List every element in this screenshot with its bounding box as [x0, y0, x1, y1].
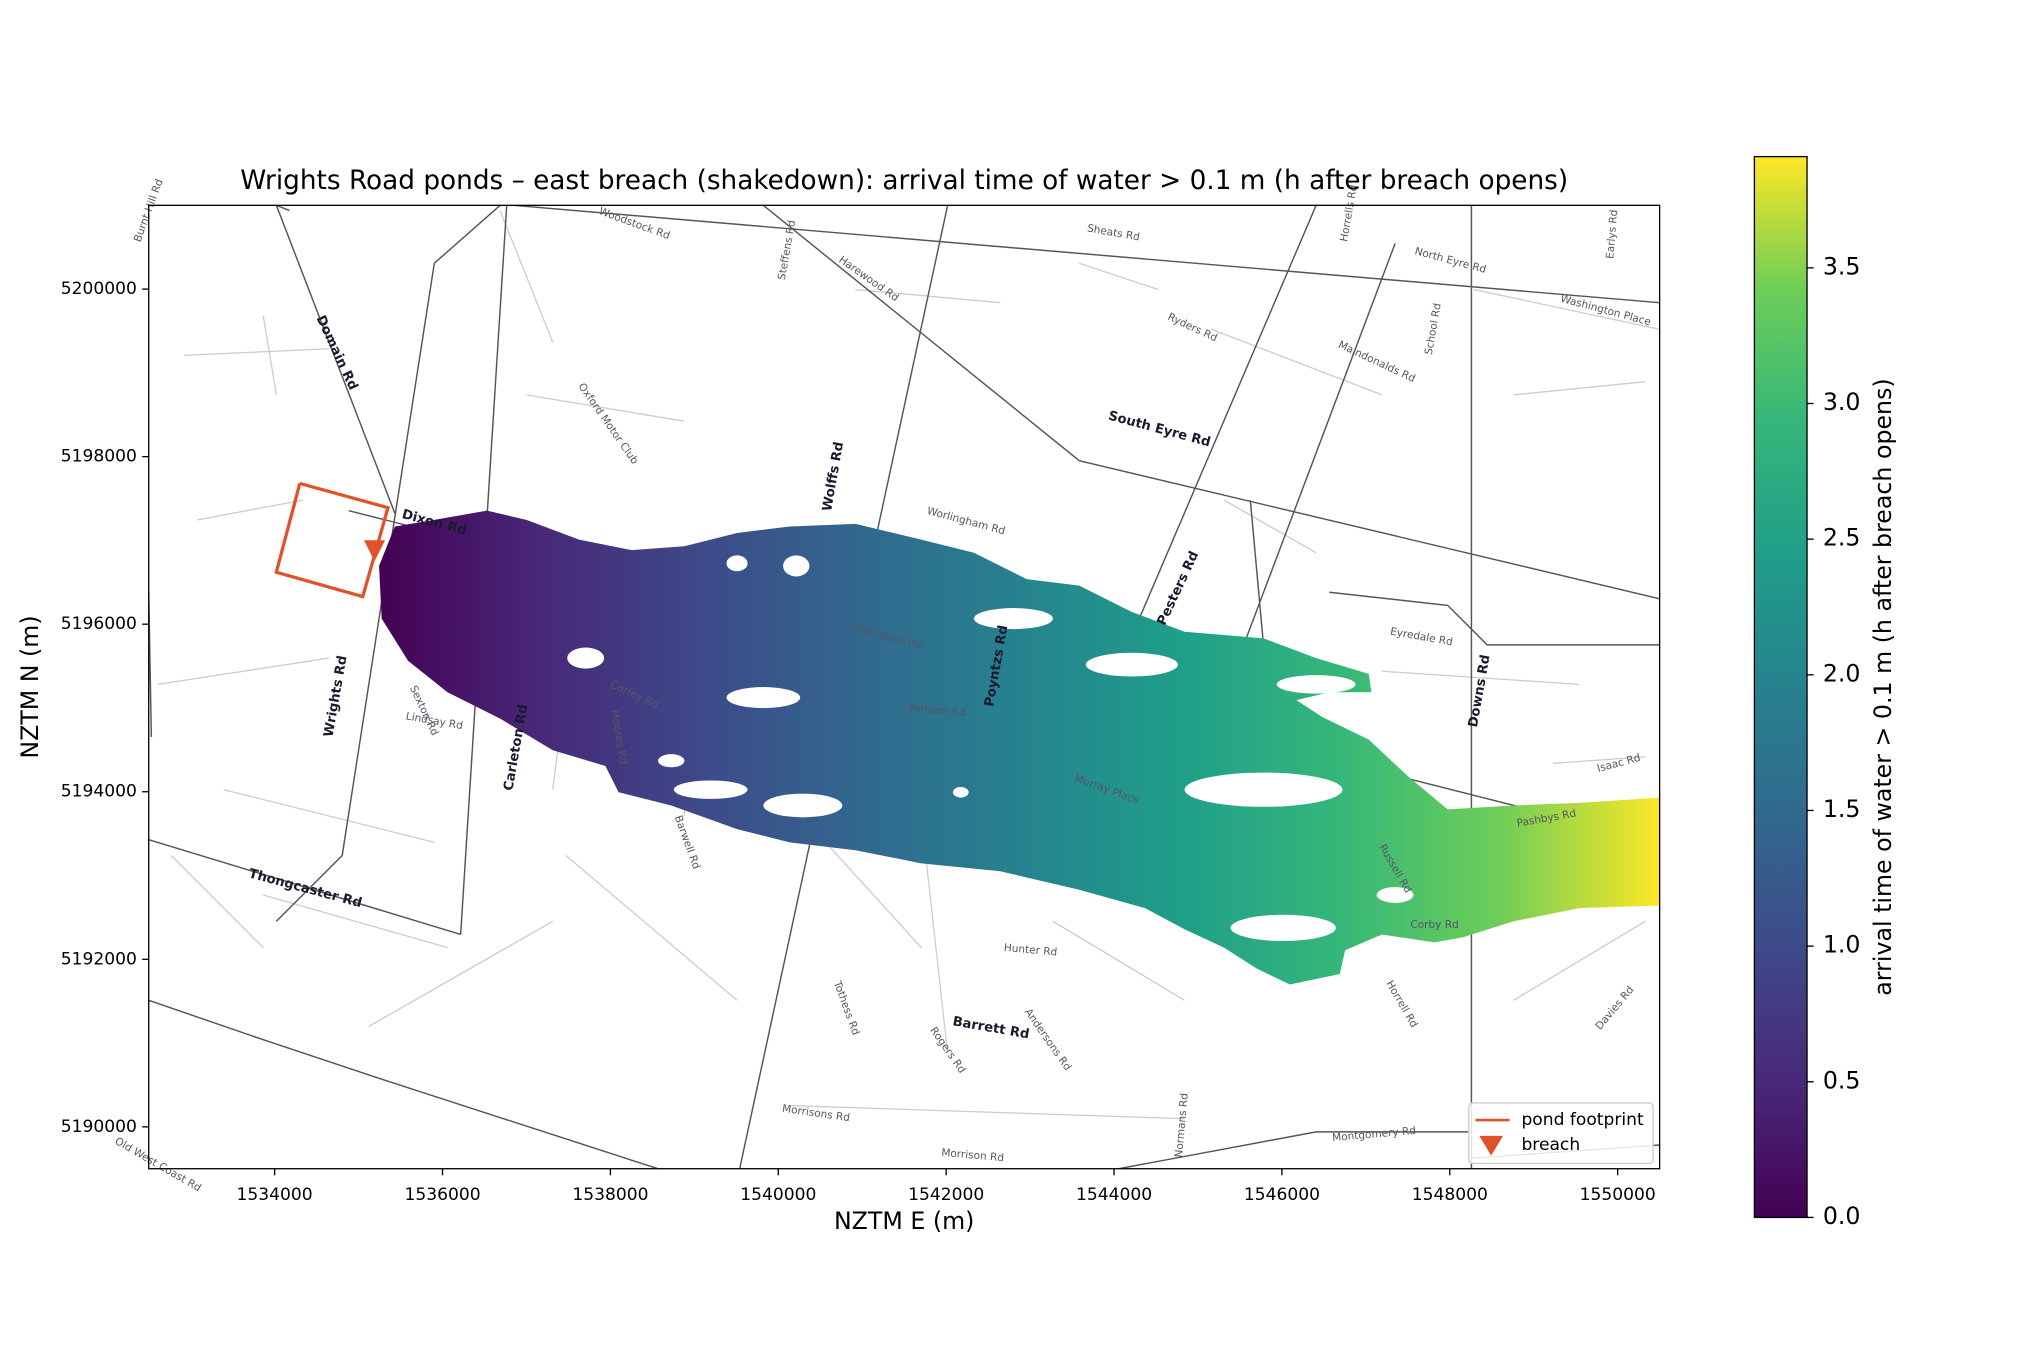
road-label: Andersons Rd	[1022, 1007, 1074, 1073]
chart-title: Wrights Road ponds – east breach (shaked…	[240, 166, 1568, 196]
road-label: Old West Coast Rd	[113, 1135, 203, 1194]
road-label: Eyredale Rd	[1389, 626, 1453, 649]
x-axis-label: NZTM E (m)	[834, 1207, 974, 1235]
road-label: North Eyre Rd	[1413, 245, 1487, 276]
x-tick-label: 1550000	[1580, 1185, 1656, 1205]
road-label: Sheats Rd	[1086, 222, 1140, 243]
flood-area	[379, 510, 1660, 985]
road-label: Wolffs Rd	[820, 441, 847, 513]
road-label: Morrison Rd	[941, 1147, 1005, 1164]
dry-islands	[567, 555, 1414, 942]
x-tick-label: 1542000	[908, 1185, 984, 1205]
colorbar-tick-label: 3.5	[1823, 252, 1861, 280]
colorbar-tick-label: 3.0	[1823, 388, 1861, 416]
y-tick-label: 5200000	[61, 279, 137, 299]
road-label: Domain Rd	[313, 313, 361, 392]
road-label: Barrett Rd	[951, 1014, 1030, 1042]
colorbar-tick-label: 0.5	[1823, 1066, 1861, 1094]
road-label: Thongcaster Rd	[247, 867, 363, 912]
y-tick-label: 5190000	[61, 1117, 137, 1137]
road-label: Hunter Rd	[1003, 942, 1057, 959]
x-tick-label: 1544000	[1076, 1185, 1152, 1205]
legend-box	[1468, 1102, 1654, 1165]
colorbar-tick-label: 1.0	[1823, 931, 1861, 959]
road-label: Oxford Motor Club	[576, 381, 641, 467]
x-tick-label: 1546000	[1244, 1185, 1320, 1205]
legend-label: breach	[1521, 1135, 1580, 1155]
road-label: Davies Rd	[1593, 984, 1636, 1032]
breach-marker	[363, 540, 386, 562]
colorbar	[1753, 155, 1808, 1219]
x-tick-label: 1548000	[1412, 1185, 1488, 1205]
colorbar-label: arrival time of water > 0.1 m (h after b…	[1869, 378, 1897, 995]
x-tick-label: 1540000	[740, 1185, 816, 1205]
x-tick-label: 1534000	[237, 1185, 313, 1205]
road-label: Earlys Rd	[1604, 209, 1620, 259]
colorbar-tick-label: 2.0	[1823, 659, 1861, 687]
colorbar-tick-label: 1.5	[1823, 795, 1861, 823]
road-label: Woodstock Rd	[597, 205, 671, 242]
y-tick-label: 5196000	[61, 614, 137, 634]
road-label: Wrights Rd	[322, 654, 351, 738]
y-tick-label: 5192000	[61, 949, 137, 969]
road-label: Worlingham Rd	[926, 505, 1007, 537]
colorbar-tick-label: 2.5	[1823, 524, 1861, 552]
marks: 1534000 1536000 1538000 1540000 1542000 15440…	[61, 252, 1861, 1230]
road-label: Corby Rd	[1410, 919, 1458, 931]
legend: pond footprint breach	[1468, 1102, 1654, 1165]
road-label: Downs Rd	[1466, 654, 1494, 729]
road-label: Perham Rd	[908, 702, 966, 719]
road-label: Barwell Rd	[672, 814, 703, 871]
road-label: Normans Rd	[1173, 1093, 1191, 1158]
road-label: South Eyre Rd	[1107, 409, 1213, 451]
road-label: Tothess Rd	[831, 979, 862, 1037]
legend-marker	[1479, 1135, 1504, 1156]
road-label: Harewood Rd	[836, 254, 901, 304]
x-tick-label: 1536000	[404, 1185, 480, 1205]
road-label: Isaac Rd	[1596, 752, 1642, 775]
road-label: Pesters Rd	[1155, 549, 1202, 628]
x-tick-label: 1538000	[572, 1185, 648, 1205]
legend-label: pond footprint	[1521, 1110, 1644, 1130]
flood-extent	[379, 510, 1660, 985]
road-label: Ryders Rd	[1166, 311, 1219, 344]
y-axis-label: NZTM N (m)	[16, 615, 44, 758]
road-label: Horrell Rd	[1383, 979, 1420, 1030]
colorbar-tick-label: 0.0	[1823, 1202, 1861, 1230]
pond-footprint	[274, 481, 390, 599]
plot-frame	[148, 204, 1661, 1170]
y-tick-label: 5194000	[61, 782, 137, 802]
y-tick-label: 5198000	[61, 447, 137, 467]
road-label: Rogers Rd	[927, 1025, 968, 1076]
road-label: Maindonalds Rd	[1336, 339, 1417, 385]
road-label: School Rd	[1423, 302, 1444, 356]
road-label: Montgomery Rd	[1332, 1125, 1417, 1144]
